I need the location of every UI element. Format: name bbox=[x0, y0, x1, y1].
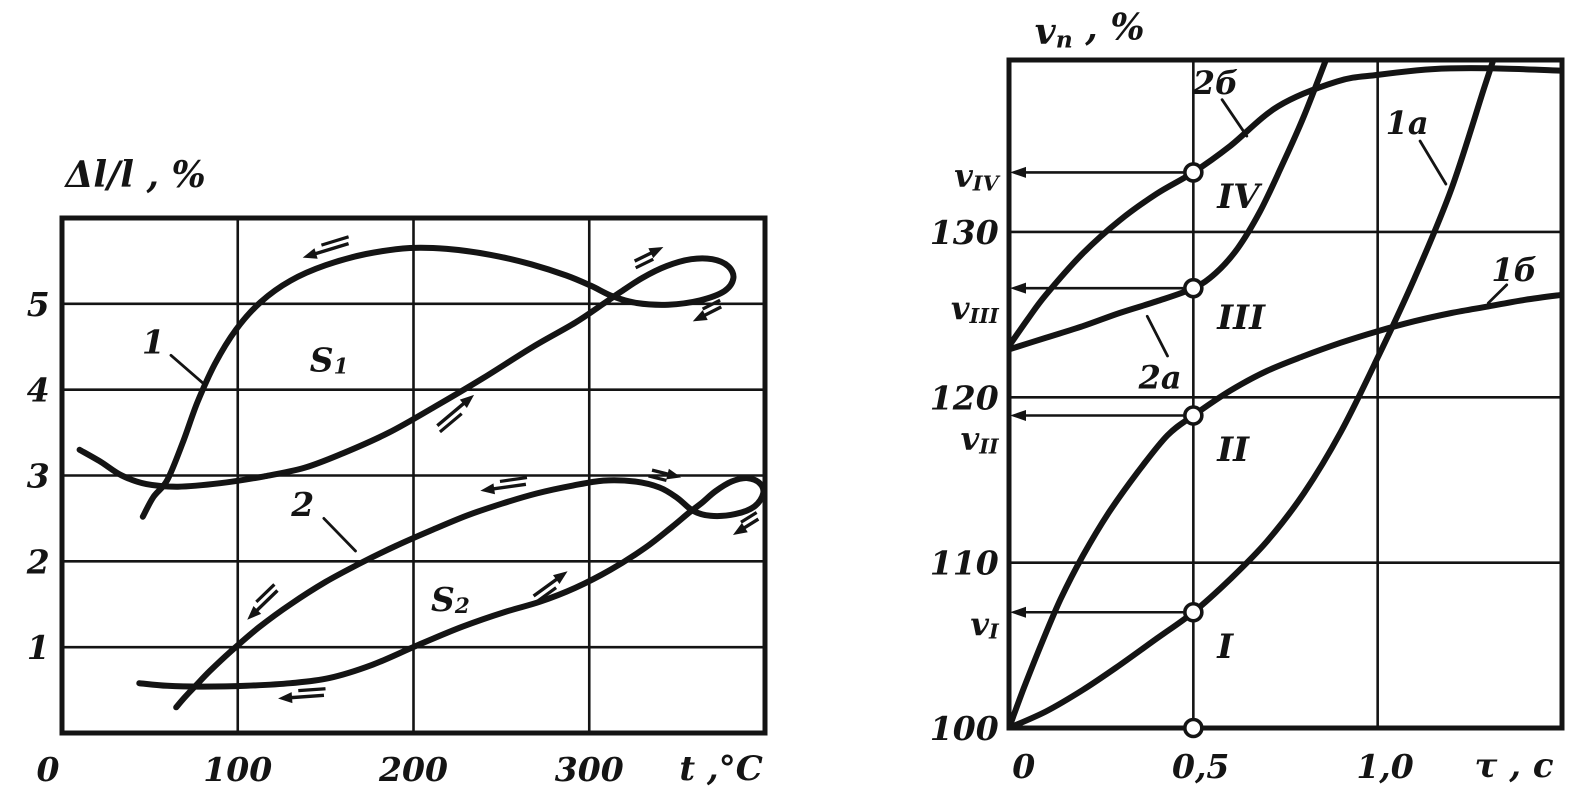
ymarker-v3: vIII bbox=[951, 289, 1000, 327]
curve-1b-callout: 1б bbox=[1491, 251, 1536, 289]
chart-title: Δl/l , % bbox=[64, 154, 206, 196]
curve-1a-callout: 1а bbox=[1386, 104, 1429, 142]
arrowhead bbox=[459, 394, 475, 409]
point-markers bbox=[1183, 162, 1204, 739]
ymarker-v1: vI bbox=[970, 605, 1000, 643]
arrowhead bbox=[1010, 606, 1026, 618]
xtick-05: 0,5 bbox=[1172, 747, 1229, 786]
plot-border bbox=[1006, 57, 1565, 731]
axis-arrow-3 bbox=[1010, 409, 1184, 421]
ytick-120: 120 bbox=[930, 378, 999, 417]
arrowhead bbox=[1010, 282, 1026, 294]
ytick-1: 1 bbox=[27, 628, 50, 667]
x-axis-unit: τ , c bbox=[1475, 746, 1554, 786]
xtick-200: 200 bbox=[378, 750, 448, 789]
axis-arrow-1 bbox=[1010, 166, 1184, 178]
arrowhead bbox=[692, 310, 708, 322]
arrowhead bbox=[1010, 409, 1026, 421]
flow-arrow-8 bbox=[278, 687, 326, 704]
arrowhead bbox=[732, 522, 748, 535]
pointer-line-1 bbox=[1220, 98, 1249, 138]
pointer-line-3 bbox=[1486, 283, 1509, 305]
ytick-100: 100 bbox=[930, 709, 999, 748]
gridlines bbox=[62, 218, 765, 733]
curve-2-callout: 2 bbox=[290, 484, 314, 523]
curve-2b-path bbox=[1008, 65, 1563, 349]
ytick-5: 5 bbox=[27, 284, 50, 323]
point-label-i: I bbox=[1216, 627, 1234, 667]
flow-arrow-4 bbox=[692, 298, 723, 322]
ymarker-v2: vII bbox=[961, 420, 1000, 458]
pointer-line-4 bbox=[1145, 314, 1169, 358]
axis-arrow-4 bbox=[1010, 606, 1184, 618]
point-marker-IV bbox=[1183, 162, 1204, 183]
curve-2a-path bbox=[1008, 59, 1330, 353]
labels: Δl/l , % 5 4 3 2 1 0 100 200 300 t ,°C S1 S2 1 2 bbox=[26, 154, 763, 789]
pointer-line-2 bbox=[322, 517, 357, 553]
callout-pointers bbox=[169, 353, 357, 553]
point-marker-III bbox=[1183, 277, 1204, 299]
curve-1b-path bbox=[1008, 291, 1563, 729]
arrowhead bbox=[1010, 166, 1026, 178]
ytick-4: 4 bbox=[27, 370, 50, 409]
point-label-iv: IV bbox=[1216, 177, 1263, 217]
xtick-300: 300 bbox=[555, 750, 624, 789]
flow-arrow-9 bbox=[648, 468, 682, 483]
curve-2-path bbox=[136, 475, 766, 711]
flow-arrows bbox=[247, 235, 760, 704]
curve-2a-callout: 2а bbox=[1138, 358, 1182, 396]
arrowhead bbox=[648, 247, 664, 259]
ytick-110: 110 bbox=[930, 543, 999, 582]
ytick-130: 130 bbox=[930, 212, 999, 251]
curve-1-path bbox=[76, 244, 737, 520]
xtick-100: 100 bbox=[203, 750, 272, 789]
arrowhead bbox=[666, 468, 682, 480]
point-marker-I bbox=[1183, 601, 1204, 623]
region-label-s2: S2 bbox=[431, 580, 470, 619]
curve-2b-callout: 2б bbox=[1192, 64, 1238, 102]
right-chart: vп , % 130 120 110 100 vIV vIII vII vI 0 0,5 1,0 τ ,… bbox=[930, 7, 1565, 786]
ymarker-v4: vIV bbox=[954, 157, 1000, 195]
point-label-ii: II bbox=[1216, 430, 1250, 470]
flow-arrow-5 bbox=[480, 476, 528, 495]
plot-border bbox=[59, 215, 768, 736]
left-chart: Δl/l , % 5 4 3 2 1 0 100 200 300 t ,°C S1 S2 1 2 bbox=[26, 154, 768, 789]
pointer-line-2 bbox=[1418, 139, 1448, 186]
region-label-s1: S1 bbox=[310, 340, 349, 379]
x-axis-unit: t ,°C bbox=[679, 749, 762, 789]
xtick-10: 1,0 bbox=[1356, 747, 1413, 786]
arrowhead bbox=[247, 606, 262, 620]
point-marker-origin bbox=[1183, 717, 1204, 739]
labels: vп , % 130 120 110 100 vIV vIII vII vI 0 0,5 1,0 τ ,… bbox=[930, 7, 1554, 786]
arrowhead bbox=[302, 248, 318, 259]
xtick-0: 0 bbox=[36, 750, 59, 789]
value-projection-arrows bbox=[1010, 166, 1184, 618]
ytick-2: 2 bbox=[26, 542, 50, 581]
axis-arrow-2 bbox=[1010, 282, 1184, 294]
callout-pointers bbox=[1145, 98, 1509, 358]
pointer-line-1 bbox=[169, 353, 205, 385]
xtick-0: 0 bbox=[1012, 747, 1035, 786]
arrowhead bbox=[480, 483, 495, 495]
curves bbox=[76, 244, 766, 711]
curves bbox=[1008, 59, 1563, 729]
ytick-3: 3 bbox=[27, 456, 50, 495]
flow-arrow-1 bbox=[302, 235, 350, 259]
arrowhead bbox=[278, 692, 293, 704]
flow-arrow-3 bbox=[633, 247, 664, 270]
chart-title: vп , % bbox=[1035, 7, 1145, 54]
arrowhead bbox=[553, 571, 568, 584]
flow-arrow-2 bbox=[436, 394, 475, 434]
flow-arrow-7 bbox=[532, 571, 568, 604]
point-label-iii: III bbox=[1216, 298, 1266, 338]
flow-arrow-6 bbox=[247, 583, 279, 620]
curve-1-callout: 1 bbox=[142, 322, 165, 361]
curve-1a-path bbox=[1008, 59, 1497, 729]
point-marker-II bbox=[1183, 405, 1204, 426]
flow-arrow-10 bbox=[732, 511, 760, 535]
